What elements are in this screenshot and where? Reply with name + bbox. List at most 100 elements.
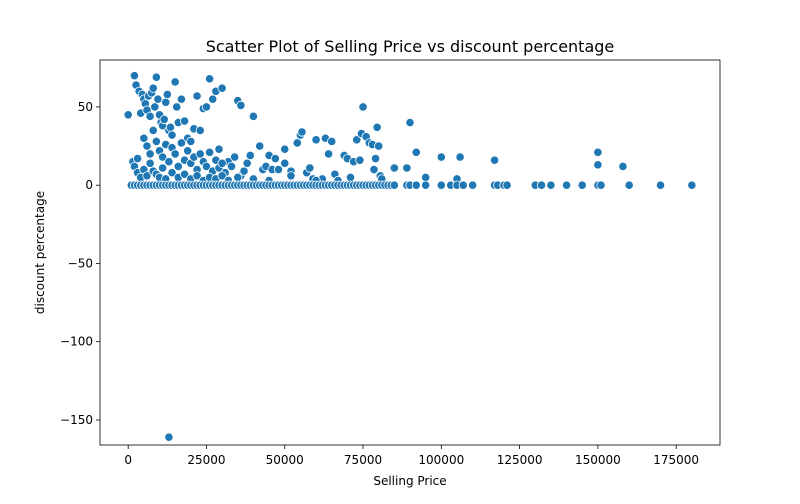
data-point xyxy=(164,157,174,167)
data-point xyxy=(345,172,356,182)
data-point xyxy=(655,180,666,190)
data-point xyxy=(358,102,368,112)
x-tick-label: 150000 xyxy=(575,453,621,467)
data-point xyxy=(455,152,465,162)
data-point xyxy=(151,72,161,82)
data-point xyxy=(159,114,169,125)
data-point xyxy=(624,180,634,190)
y-tick-label: −150 xyxy=(60,413,93,427)
data-point xyxy=(176,94,187,104)
data-point xyxy=(195,149,205,159)
data-point xyxy=(170,149,180,159)
data-point xyxy=(458,180,468,190)
data-point xyxy=(201,161,212,172)
x-tick-label: 0 xyxy=(124,453,132,467)
data-point xyxy=(374,141,384,151)
data-point xyxy=(596,180,606,190)
data-point xyxy=(546,180,556,190)
data-point xyxy=(280,158,290,168)
data-point xyxy=(208,94,218,104)
data-point xyxy=(402,163,412,173)
data-point xyxy=(192,171,202,181)
data-point xyxy=(561,180,572,190)
data-point xyxy=(355,155,365,165)
data-point xyxy=(170,77,180,87)
data-point xyxy=(148,83,158,93)
data-point xyxy=(327,136,337,146)
data-point xyxy=(323,149,334,159)
data-point xyxy=(411,147,421,157)
data-point xyxy=(618,161,628,172)
data-point xyxy=(436,180,446,190)
y-axis-ticks: −150 −100 −50 0 50 xyxy=(60,100,100,427)
x-axis-label: Selling Price xyxy=(373,474,446,488)
data-point xyxy=(370,154,381,164)
data-point xyxy=(158,163,168,173)
data-point xyxy=(297,127,307,137)
data-point xyxy=(205,74,215,84)
data-point xyxy=(165,122,176,132)
data-point xyxy=(132,154,143,164)
data-point xyxy=(161,97,171,107)
data-point xyxy=(372,122,382,132)
data-point xyxy=(577,180,587,190)
data-point xyxy=(195,125,205,136)
data-point xyxy=(167,130,177,140)
data-point xyxy=(142,141,152,151)
data-point xyxy=(352,135,362,145)
y-axis-label: discount percentage xyxy=(33,191,47,314)
data-point xyxy=(167,168,177,178)
data-point xyxy=(421,180,431,190)
data-point xyxy=(226,161,237,172)
data-point xyxy=(242,158,252,168)
x-tick-label: 25000 xyxy=(187,453,225,467)
x-tick-label: 125000 xyxy=(497,453,543,467)
data-point xyxy=(192,91,202,101)
data-point xyxy=(150,102,160,112)
chart-title: Scatter Plot of Selling Price vs discoun… xyxy=(206,37,615,56)
x-tick-label: 100000 xyxy=(418,453,464,467)
data-point xyxy=(436,152,446,162)
data-point xyxy=(214,144,224,154)
data-point xyxy=(173,161,183,172)
data-point xyxy=(311,135,321,145)
data-point xyxy=(536,180,547,190)
data-point xyxy=(468,180,478,190)
data-point xyxy=(162,89,172,100)
data-point xyxy=(389,163,399,173)
data-point xyxy=(230,152,240,162)
data-point xyxy=(217,171,227,181)
data-point xyxy=(164,432,174,442)
x-tick-label: 50000 xyxy=(266,453,304,467)
points-layer xyxy=(123,71,697,442)
data-point xyxy=(502,180,512,190)
y-tick-label: −100 xyxy=(60,335,93,349)
data-point xyxy=(205,147,215,157)
x-tick-label: 175000 xyxy=(653,453,699,467)
data-point xyxy=(233,172,243,182)
data-point xyxy=(236,100,246,110)
data-point xyxy=(139,133,149,143)
data-point xyxy=(245,150,255,161)
x-tick-label: 75000 xyxy=(344,453,382,467)
data-point xyxy=(286,171,296,181)
data-point xyxy=(687,180,697,190)
data-point xyxy=(248,111,259,121)
data-point xyxy=(179,116,190,126)
data-point xyxy=(273,164,284,175)
data-point xyxy=(405,118,415,128)
data-point xyxy=(217,83,227,93)
data-point xyxy=(145,158,155,168)
x-axis-ticks: 0 25000 50000 75000 100000 125000 150000 175000 xyxy=(124,445,699,467)
plot-area-frame xyxy=(99,59,721,446)
data-point xyxy=(239,166,249,176)
data-point xyxy=(186,136,196,146)
data-point xyxy=(280,144,290,154)
data-point xyxy=(153,94,163,104)
data-point xyxy=(593,160,603,170)
data-point xyxy=(123,110,133,120)
data-point xyxy=(255,141,265,151)
data-point xyxy=(129,71,140,81)
data-point xyxy=(151,136,161,146)
